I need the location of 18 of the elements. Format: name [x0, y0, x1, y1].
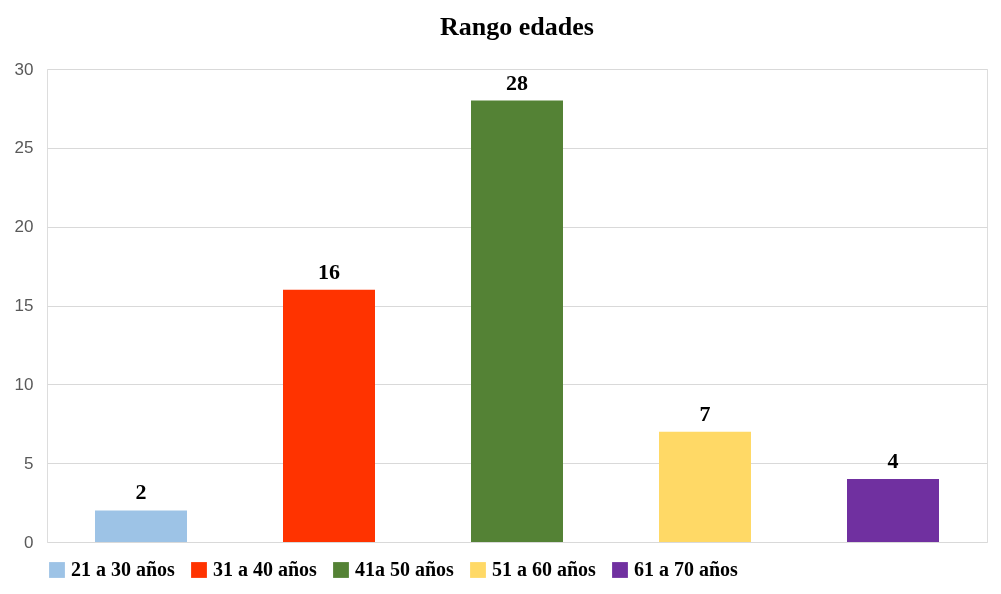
- legend-label: 61 a 70 años: [634, 558, 739, 580]
- legend-label: 51 a 60 años: [492, 558, 597, 580]
- data-label: 4: [887, 447, 899, 473]
- y-tick-label: 20: [14, 217, 34, 237]
- y-tick-label: 5: [24, 453, 34, 473]
- y-tick-label: 30: [14, 59, 34, 79]
- y-tick-label: 0: [24, 532, 34, 552]
- legend-label: 41a 50 años: [355, 558, 455, 580]
- chart-title: Rango edades: [440, 12, 594, 41]
- data-label: 7: [699, 400, 711, 426]
- data-label: 28: [506, 69, 528, 95]
- y-tick-label: 15: [14, 296, 34, 315]
- legend-label: 21 a 30 años: [71, 558, 176, 580]
- y-tick-label: 10: [14, 374, 34, 394]
- data-label: 16: [318, 258, 340, 284]
- y-tick-label: 25: [14, 138, 34, 158]
- data-label: 2: [135, 479, 147, 505]
- legend-label: 31 a 40 años: [213, 558, 318, 580]
